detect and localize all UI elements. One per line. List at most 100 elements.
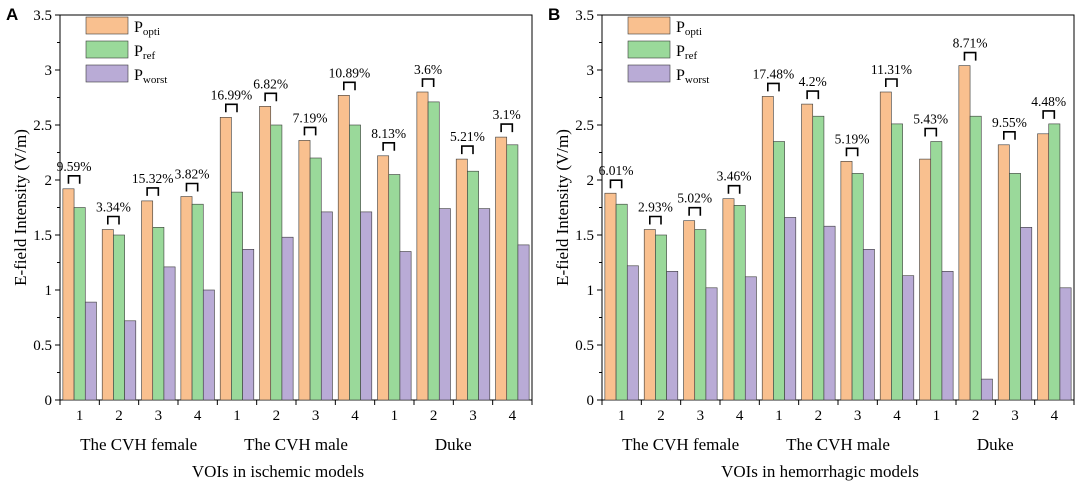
b-bar-opti-4 — [761, 96, 774, 401]
b-legend-label-main-worst: P — [676, 67, 685, 84]
a-bar-ref-0 — [73, 207, 86, 401]
b-bar-worst-2 — [705, 287, 718, 401]
b-annotation-2: 5.02% — [677, 191, 712, 206]
a-bar-opti-9 — [416, 91, 429, 401]
b-bar-opti-1 — [643, 229, 656, 401]
a-x-tick-label-0: 1 — [76, 408, 84, 424]
b-annotation-5: 4.2% — [799, 74, 827, 89]
a-bar-worst-8 — [399, 251, 412, 401]
a-bar-opti-5 — [259, 106, 272, 401]
a-legend-label-sub-worst: worst — [143, 74, 167, 86]
a-bar-ref-4 — [231, 191, 243, 401]
b-x-tick-label-10: 3 — [1011, 408, 1019, 424]
b-bar-opti-6 — [840, 161, 853, 401]
a-x-tick-label-1: 2 — [115, 408, 123, 424]
a-bar-ref-5 — [270, 124, 283, 401]
a-bar-opti-10 — [455, 158, 468, 401]
b-legend-swatch-worst — [627, 64, 671, 83]
a-x-tick-label-3: 4 — [194, 408, 202, 424]
a-bar-worst-4 — [242, 249, 255, 401]
b-bar-ref-6 — [851, 173, 864, 401]
a-x-axis-label: VOIs in ischemic models — [192, 462, 364, 481]
b-y-tick-label-0: 0 — [587, 393, 595, 409]
b-y-tick-label-7: 3.5 — [575, 8, 594, 24]
a-legend-label-main-opti: P — [134, 19, 143, 36]
b-x-tick-label-8: 1 — [933, 408, 941, 424]
b-bar-opti-9 — [958, 65, 971, 401]
b-bar-opti-10 — [997, 144, 1010, 401]
b-bar-ref-3 — [733, 205, 746, 401]
b-x-tick-label-0: 1 — [618, 408, 626, 424]
a-legend-label-main-worst: P — [134, 67, 143, 84]
a-plot-group: A 0 0.5 1 1.5 2 2.5 3 3.5 E-field Intensity (V/m)… — [6, 5, 533, 481]
b-bar-opti-2 — [683, 220, 696, 401]
a-legend-label-opti: Popti — [134, 19, 160, 38]
b-bar-ref-1 — [655, 234, 667, 401]
a-bar-opti-1 — [101, 229, 114, 401]
a-bar-worst-10 — [478, 208, 491, 401]
a-bar-opti-7 — [337, 95, 350, 401]
b-panel-label: B — [548, 5, 560, 24]
b-annotation-bracket-2 — [688, 206, 702, 216]
a-y-tick-label-1: 0.5 — [33, 338, 52, 354]
a-y-tick-label-7: 3.5 — [33, 8, 52, 24]
b-annotation-8: 5.43% — [913, 112, 948, 127]
a-annotation-bracket-9 — [421, 78, 435, 87]
b-bar-worst-5 — [823, 225, 836, 401]
a-y-tick-label-0: 0 — [45, 393, 53, 409]
b-y-tick-label-5: 2.5 — [575, 118, 594, 134]
a-annotation-6: 7.19% — [293, 110, 328, 125]
a-annotation-9: 3.6% — [414, 62, 442, 77]
a-y-tick-label-2: 1 — [45, 283, 53, 299]
a-legend-swatch-worst — [85, 64, 129, 83]
b-annotation-3: 3.46% — [717, 169, 752, 184]
a-x-tick-label-9: 2 — [430, 408, 438, 424]
a-bar-ref-9 — [427, 101, 440, 401]
b-y-tick-label-3: 1.5 — [575, 228, 594, 244]
b-group-label-2: Duke — [977, 435, 1014, 454]
a-annotation-1: 3.34% — [96, 200, 131, 215]
b-plot-group: B 0 0.5 1 1.5 2 2.5 3 3.5 E-field Intensity (V/m)… — [548, 5, 1075, 481]
a-annotation-11: 3.1% — [493, 107, 521, 122]
a-annotation-bracket-11 — [500, 123, 514, 133]
a-bar-ref-8 — [388, 174, 401, 401]
b-bar-worst-0 — [626, 265, 639, 401]
a-bar-worst-11 — [517, 244, 530, 401]
a-annotation-3: 3.82% — [175, 167, 210, 182]
a-annotation-5: 6.82% — [253, 76, 288, 91]
a-bar-ref-3 — [191, 203, 204, 401]
b-bar-ref-9 — [969, 115, 982, 401]
a-bar-opti-0 — [62, 188, 75, 401]
b-group-label-1: The CVH male — [786, 435, 890, 454]
b-legend-swatch-opti — [627, 16, 671, 35]
a-annotation-bracket-3 — [185, 182, 199, 192]
a-bar-opti-6 — [298, 140, 311, 401]
b-bar-opti-3 — [722, 198, 735, 401]
b-annotation-bracket-3 — [727, 184, 741, 194]
a-y-tick-label-6: 3 — [45, 63, 53, 79]
b-annotation-7: 11.31% — [871, 62, 912, 77]
b-legend-label-opti: Popti — [676, 19, 702, 38]
a-bar-opti-11 — [495, 136, 508, 401]
b-y-tick-label-6: 3 — [587, 63, 595, 79]
a-bar-opti-8 — [377, 155, 390, 401]
b-bar-ref-4 — [773, 141, 785, 401]
b-x-tick-label-3: 4 — [736, 408, 744, 424]
a-annotation-4: 16.99% — [211, 87, 253, 102]
b-annotation-bracket-11 — [1042, 110, 1056, 119]
a-bar-ref-1 — [113, 234, 125, 401]
b-bar-ref-10 — [1009, 173, 1021, 401]
b-y-tick-label-1: 0.5 — [575, 338, 594, 354]
b-annotation-4: 17.48% — [753, 66, 795, 81]
b-bar-ref-5 — [812, 115, 825, 401]
b-annotation-bracket-8 — [924, 127, 938, 137]
b-x-tick-label-4: 1 — [775, 408, 783, 424]
b-legend-swatch-ref — [627, 40, 671, 59]
b-bar-opti-5 — [801, 103, 814, 401]
a-legend-label-worst: Pworst — [134, 67, 167, 86]
a-annotation-bracket-2 — [146, 187, 160, 196]
a-legend-swatch-opti — [85, 16, 129, 35]
b-annotation-10: 9.55% — [992, 115, 1027, 130]
a-annotation-bracket-0 — [67, 175, 81, 184]
b-bar-opti-11 — [1037, 133, 1050, 401]
